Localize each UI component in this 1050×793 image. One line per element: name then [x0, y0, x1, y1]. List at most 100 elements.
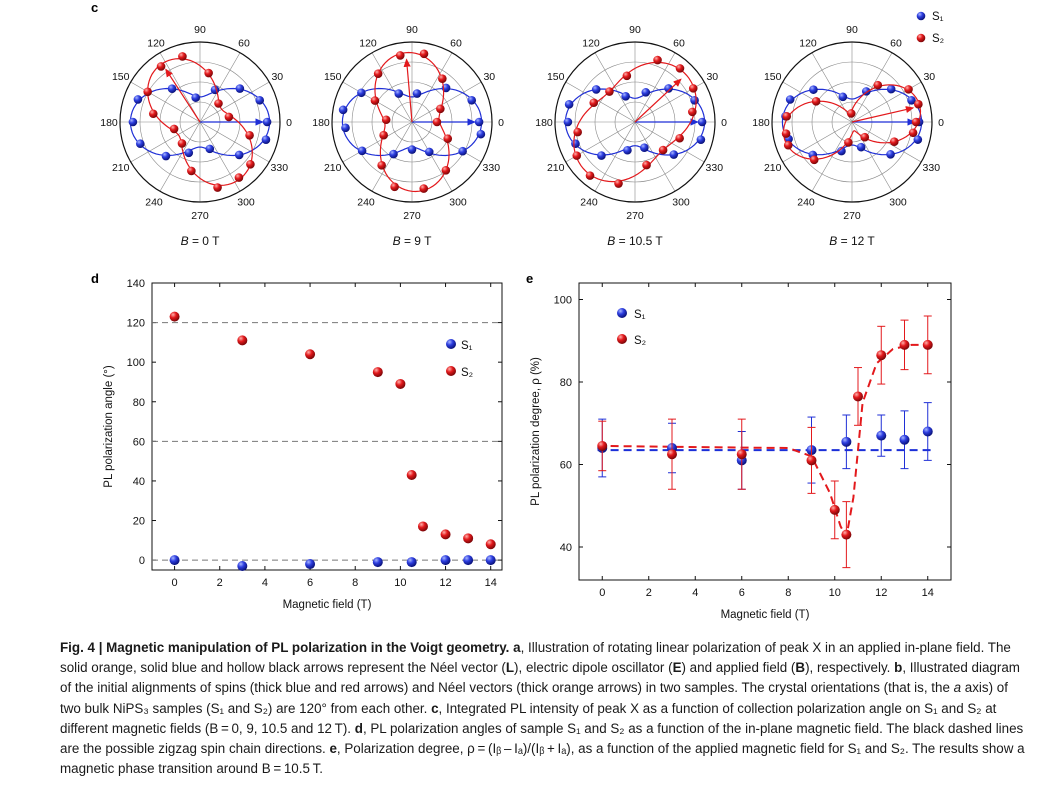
polar-title-symbol: B: [607, 234, 615, 248]
s2-data-point: [736, 449, 747, 460]
polar-title-value: = 12 T: [837, 234, 875, 248]
polar-data-point: [373, 69, 383, 78]
polar-angle-label: 0: [286, 117, 292, 129]
polar-angle-label: 180: [535, 117, 553, 129]
polar-angle-label: 240: [580, 196, 598, 208]
polar-data-point: [474, 117, 484, 127]
polar-data-point: [622, 71, 632, 81]
polar-direction-arrow: [165, 68, 201, 123]
caption-b-text2: axis) of two bulk NiPS₃ samples (S₁ and …: [60, 680, 1008, 716]
polar-angle-label: 240: [145, 196, 163, 208]
polar-angle-label: 330: [271, 162, 289, 174]
polar-angle-label: 0: [938, 117, 944, 129]
x-tick-label: 4: [692, 587, 698, 599]
polar-title: B = 0 T: [181, 234, 220, 248]
plot-e-polarization-degree: 0 2 4 6 8 10 12 14 40 60 80 100 Magnetic field (T) PL…: [530, 282, 952, 621]
polar-data-point: [783, 140, 793, 150]
polar-direction-arrow: [851, 106, 915, 123]
panel-label-e: e: [526, 271, 533, 286]
polar-data-point: [178, 52, 187, 61]
s2-data-point: [922, 339, 933, 350]
polar-grid-spoke: [199, 121, 241, 192]
polar-angle-label: 300: [889, 196, 907, 208]
polar-data-point: [148, 109, 158, 119]
polar-angle-label: 60: [890, 38, 902, 50]
polar-grid-spoke: [565, 81, 636, 123]
polar-data-point: [377, 161, 386, 170]
y-tick-label: 60: [560, 460, 572, 472]
s1-data-point: [899, 434, 910, 445]
polar-title-symbol: B: [829, 234, 837, 248]
polar-data-point: [458, 146, 467, 156]
polar-data-point: [167, 84, 177, 94]
polar-data-point: [697, 117, 707, 127]
polar-plot-4: 0 30 60 90 120 150 180 210 240 270 300 330 B = 12 T: [752, 24, 944, 248]
x-tick-label: 8: [785, 587, 791, 599]
s1-data-point: [463, 555, 474, 566]
s1-data-point: [440, 555, 451, 566]
x-tick-label: 6: [739, 587, 745, 599]
polar-data-point: [911, 117, 921, 127]
polar-angle-label: 270: [191, 210, 209, 222]
polar-data-point: [436, 104, 445, 114]
polar-data-point: [419, 49, 429, 59]
polar-data-point: [245, 130, 254, 140]
polar-data-point: [669, 150, 679, 159]
polar-grid-spoke: [411, 121, 453, 192]
x-axis-label: Magnetic field (T): [721, 609, 810, 621]
polar-data-point: [571, 139, 580, 148]
s2-data-point: [876, 350, 887, 361]
polar-data-point: [564, 100, 574, 109]
polar-frame: [771, 41, 933, 203]
x-tick-label: 2: [646, 587, 652, 599]
polar-title: B = 10.5 T: [607, 234, 663, 248]
polar-angle-label: 330: [483, 162, 501, 174]
caption-label-e: e: [329, 741, 337, 757]
polar-title-symbol: B: [393, 234, 401, 248]
polar-data-point: [441, 166, 451, 175]
polar-data-point: [143, 87, 152, 97]
polar-angle-label: 150: [547, 71, 565, 83]
polar-angle-label: 180: [100, 117, 118, 129]
y-axis-label: PL polarization angle (°): [103, 365, 115, 488]
polar-data-point: [860, 132, 870, 142]
polar-data-point: [161, 151, 171, 161]
polar-data-point: [675, 133, 684, 143]
polar-data-point: [904, 85, 913, 94]
x-tick-label: 0: [599, 587, 605, 599]
polar-data-point: [907, 96, 916, 105]
y-axis-label: PL polarization degree, ρ (%): [530, 357, 542, 506]
y-tick-label: 100: [127, 357, 145, 369]
polar-angle-label: 210: [764, 162, 782, 174]
x-tick-label: 0: [172, 577, 178, 589]
s1-data-point: [876, 430, 887, 441]
polar-grid-spoke: [634, 121, 676, 192]
s2-data-point: [899, 339, 910, 350]
polar-data-point: [811, 96, 821, 106]
polar-plot-1: 0 30 60 90 120 150 180 210 240 270 300 330 B = 0 T: [100, 24, 292, 248]
polar-data-point: [419, 184, 429, 193]
s1-data-point: [841, 436, 852, 447]
polar-grid-spoke: [159, 121, 201, 192]
polar-grid-spoke: [782, 121, 853, 163]
polar-data-point: [640, 143, 649, 153]
polar-data-point: [873, 80, 883, 90]
polar-grid-spoke: [811, 52, 853, 123]
s2-data-point: [829, 504, 840, 515]
polar-data-point: [837, 146, 846, 156]
polar-grid-spoke: [411, 52, 453, 123]
polar-grid-spoke: [811, 121, 853, 192]
polar-direction-arrow: [634, 78, 682, 123]
polar-data-point: [809, 155, 819, 165]
caption-d-text: , PL polarization angles of sample S₁ an…: [60, 720, 1024, 757]
polar-data-point: [782, 111, 792, 121]
polar-legend: S₁ S₂: [916, 11, 944, 45]
polar-data-point: [476, 129, 486, 139]
polar-data-point: [614, 179, 623, 188]
y-tick-label: 140: [127, 278, 145, 290]
polar-angle-label: 330: [923, 162, 941, 174]
s2-data-point: [853, 391, 863, 402]
polar-angle-label: 150: [112, 71, 130, 83]
polar-grid-spoke: [199, 52, 241, 123]
legend-s1-label: S₁: [634, 309, 646, 321]
